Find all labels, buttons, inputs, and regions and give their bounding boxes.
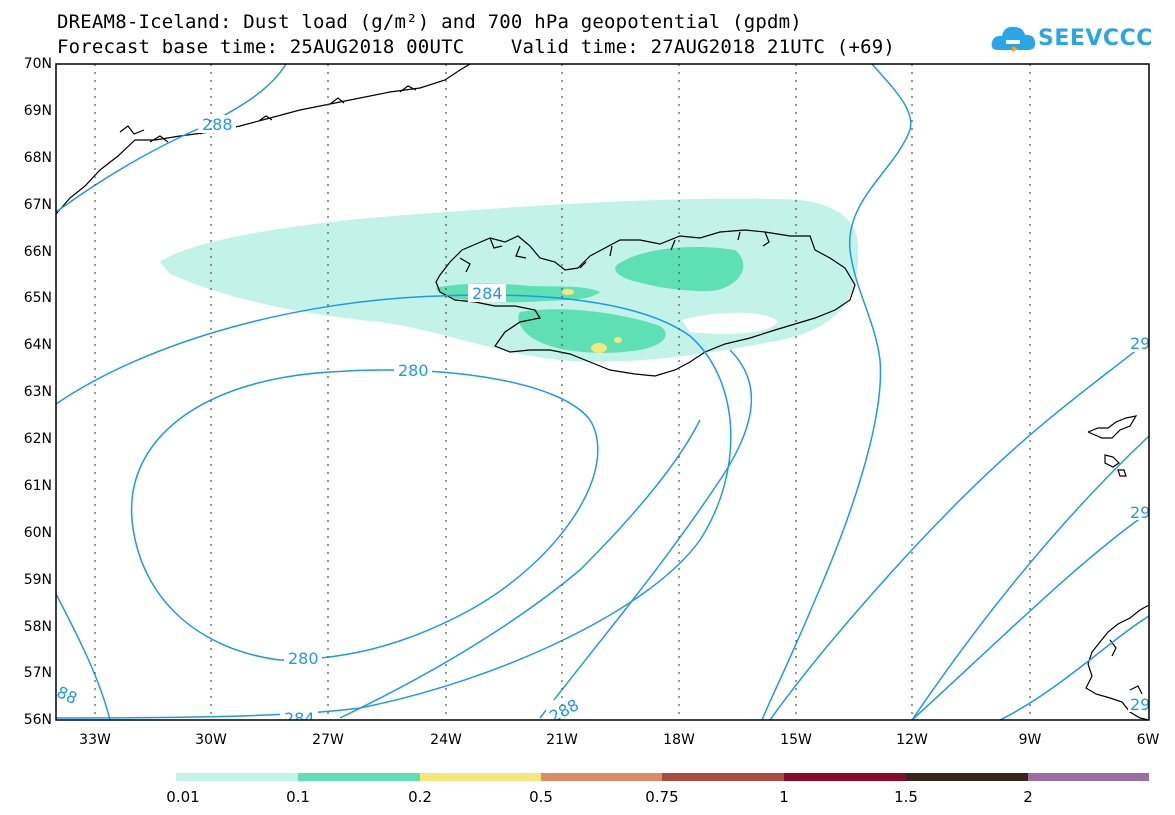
lon-label-6w: 6W — [1136, 732, 1160, 748]
colorbar-label-0-2: 0.2 — [408, 788, 432, 806]
lat-label-57n: 57N — [23, 665, 52, 681]
contour-280 — [130, 369, 599, 661]
lat-label-68n: 68N — [23, 150, 52, 166]
colorbar-label-2: 2 — [1023, 788, 1033, 806]
lat-label-61n: 61N — [23, 478, 52, 494]
dust-area-mid-south — [518, 309, 666, 353]
contour-label-284-south: 284 — [284, 709, 315, 728]
contour-label-288-south: 288 — [546, 695, 582, 726]
colorbar-bin-2 — [298, 773, 420, 781]
contour-east — [761, 64, 912, 720]
lat-label-64n: 64N — [23, 337, 52, 353]
contour-292-c — [999, 615, 1149, 720]
colorbar-bin-7 — [906, 773, 1028, 781]
logo-text: SEEVCCC — [1038, 26, 1153, 51]
dust-area-high-2 — [562, 289, 574, 295]
grid-lines — [94, 64, 1031, 720]
contour-292-b — [911, 511, 1149, 720]
faroe-islands — [1087, 415, 1138, 477]
lat-label-58n: 58N — [23, 619, 52, 635]
colorbar — [176, 773, 1149, 781]
lon-label-12w: 12W — [896, 732, 928, 748]
lon-label-30w: 30W — [195, 732, 227, 748]
contour-label-292-c: 29 — [1130, 695, 1150, 714]
lon-label-24w: 24W — [430, 732, 462, 748]
map-title: DREAM8-Iceland: Dust load (g/m²) and 700… — [57, 11, 802, 33]
greenland-fjords — [119, 85, 417, 143]
lat-label-70n: 70N — [23, 56, 52, 72]
contour-288-curve — [539, 349, 753, 719]
lon-label-27w: 27W — [312, 732, 344, 748]
contour-label-284: 284 — [472, 284, 503, 303]
dust-hole — [682, 312, 778, 334]
lat-label-66n: 66N — [23, 244, 52, 260]
geopotential-contours — [56, 64, 1149, 720]
lat-label-62n: 62N — [23, 431, 52, 447]
lat-label-63n: 63N — [23, 384, 52, 400]
colorbar-label-0-01: 0.01 — [166, 788, 200, 806]
contour-label-280-south: 280 — [288, 649, 319, 668]
lat-label-56n: 56N — [23, 712, 52, 728]
contour-288-south — [56, 419, 701, 720]
colorbar-bin-4 — [541, 773, 662, 781]
iceland-coast — [435, 229, 856, 377]
lon-label-15w: 15W — [780, 732, 812, 748]
map-subtitle: Forecast base time: 25AUG2018 00UTC Vali… — [57, 36, 896, 58]
colorbar-label-1-5: 1.5 — [894, 788, 918, 806]
seevccc-logo: SEEVCCC — [990, 20, 1153, 60]
greenland-coast — [56, 64, 471, 215]
colorbar-bin-3 — [420, 773, 541, 781]
colorbar-bin-1 — [176, 773, 298, 781]
contour-label-292-a: 29 — [1130, 334, 1150, 353]
lon-label-18w: 18W — [663, 732, 695, 748]
lat-label-69n: 69N — [23, 103, 52, 119]
lat-label-67n: 67N — [23, 197, 52, 213]
contour-label-288-nw: 288 — [202, 115, 233, 134]
dust-area-mid-east — [615, 246, 744, 292]
contour-label-280-north: 280 — [398, 361, 429, 380]
contour-292-a — [769, 339, 1149, 720]
coastlines — [56, 64, 1149, 720]
contour-284-main — [56, 294, 732, 719]
lon-label-9w: 9W — [1018, 732, 1042, 748]
colorbar-bin-5 — [662, 773, 784, 781]
colorbar-label-0-1: 0.1 — [286, 788, 310, 806]
colorbar-bin-6 — [784, 773, 906, 781]
lat-label-60n: 60N — [23, 525, 52, 541]
dust-area-high-3 — [614, 337, 622, 343]
dust-area-high-1 — [591, 343, 607, 353]
cloud-logo-icon — [991, 26, 1036, 52]
colorbar-label-0-5: 0.5 — [529, 788, 553, 806]
colorbar-label-1: 1 — [779, 788, 789, 806]
contour-label-292-b: 29 — [1130, 503, 1150, 522]
colorbar-bin-8 — [1028, 773, 1149, 781]
lon-label-21w: 21W — [546, 732, 578, 748]
colorbar-label-0-75: 0.75 — [645, 788, 679, 806]
lat-label-59n: 59N — [23, 572, 52, 588]
lon-label-33w: 33W — [79, 732, 111, 748]
map-frame — [55, 63, 1150, 721]
iceland-fjords — [459, 231, 770, 273]
lat-label-65n: 65N — [23, 290, 52, 306]
